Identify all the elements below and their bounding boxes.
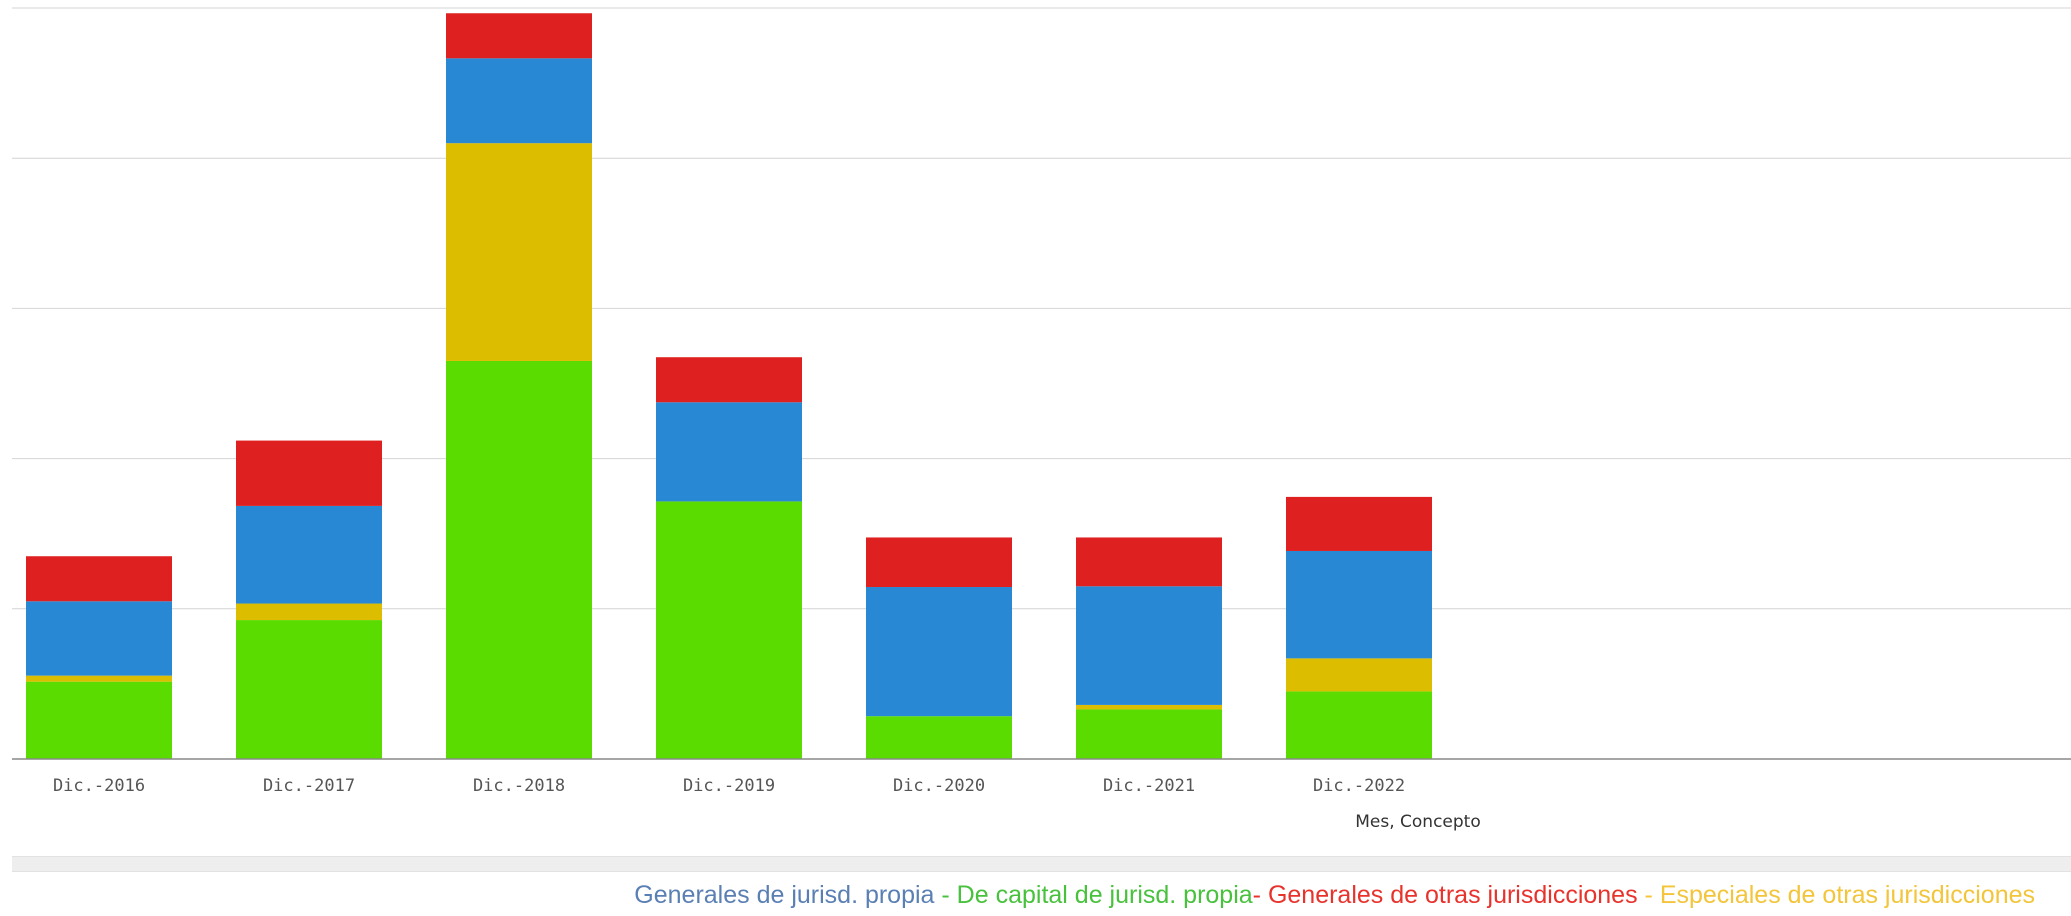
x-tick-label: Dic.-2021 bbox=[1103, 776, 1195, 796]
bar-segment[interactable] bbox=[236, 604, 382, 621]
legend-separator: - bbox=[1253, 881, 1268, 909]
bar-segment[interactable] bbox=[656, 402, 802, 501]
bar-segment[interactable] bbox=[1286, 691, 1432, 759]
bar-segment[interactable] bbox=[236, 620, 382, 759]
legend-separator: - bbox=[934, 881, 956, 909]
chart-area: Dic.-2016 Dic.-2017 Dic.-2018 Dic.-2019 Dic.… bbox=[0, 0, 2071, 845]
bar-segment[interactable] bbox=[656, 501, 802, 759]
bar-segment[interactable] bbox=[446, 58, 592, 143]
bar-segment[interactable] bbox=[26, 556, 172, 601]
bar-segment[interactable] bbox=[1286, 497, 1432, 551]
x-axis-title: Mes, Concepto bbox=[1355, 812, 1481, 832]
bars bbox=[26, 13, 1432, 759]
bar-segment[interactable] bbox=[656, 357, 802, 402]
legend-item-de-capital-jurisd-propia[interactable]: De capital de jurisd. propia bbox=[957, 881, 1253, 909]
bar-segment[interactable] bbox=[866, 716, 1012, 759]
legend-item-generales-jurisd-propia[interactable]: Generales de jurisd. propia bbox=[634, 881, 934, 909]
bar-segment[interactable] bbox=[866, 537, 1012, 587]
x-tick-labels: Dic.-2016 Dic.-2017 Dic.-2018 Dic.-2019 Dic.… bbox=[53, 776, 1405, 796]
bar-segment[interactable] bbox=[866, 587, 1012, 716]
x-tick-label: Dic.-2022 bbox=[1313, 776, 1405, 796]
x-tick-label: Dic.-2016 bbox=[53, 776, 145, 796]
bar-segment[interactable] bbox=[26, 682, 172, 759]
bar-segment[interactable] bbox=[1286, 658, 1432, 691]
bar-segment[interactable] bbox=[446, 13, 592, 58]
legend-item-generales-otras-jurisdicciones[interactable]: Generales de otras jurisdicciones bbox=[1268, 881, 1638, 909]
bar-segment[interactable] bbox=[236, 441, 382, 506]
stacked-bar-chart: Dic.-2016 Dic.-2017 Dic.-2018 Dic.-2019 Dic.… bbox=[0, 0, 2071, 845]
bar-segment[interactable] bbox=[1076, 537, 1222, 586]
x-tick-label: Dic.-2019 bbox=[683, 776, 775, 796]
legend-item-especiales-otras-jurisdicciones[interactable]: Especiales de otras jurisdicciones bbox=[1660, 881, 2035, 909]
bar-segment[interactable] bbox=[1076, 705, 1222, 710]
bar-segment[interactable] bbox=[1076, 586, 1222, 705]
bar-segment[interactable] bbox=[446, 143, 592, 361]
bar-segment[interactable] bbox=[1076, 709, 1222, 759]
legend: Generales de jurisd. propia - De capital… bbox=[634, 880, 2035, 910]
bar-segment[interactable] bbox=[1286, 551, 1432, 658]
bar-segment[interactable] bbox=[26, 676, 172, 682]
x-tick-label: Dic.-2020 bbox=[893, 776, 985, 796]
horizontal-scrollbar[interactable] bbox=[12, 856, 2071, 872]
legend-separator: - bbox=[1638, 881, 1660, 909]
bar-segment[interactable] bbox=[236, 506, 382, 604]
x-tick-label: Dic.-2018 bbox=[473, 776, 565, 796]
x-tick-label: Dic.-2017 bbox=[263, 776, 355, 796]
bar-segment[interactable] bbox=[446, 361, 592, 759]
bar-segment[interactable] bbox=[26, 601, 172, 675]
